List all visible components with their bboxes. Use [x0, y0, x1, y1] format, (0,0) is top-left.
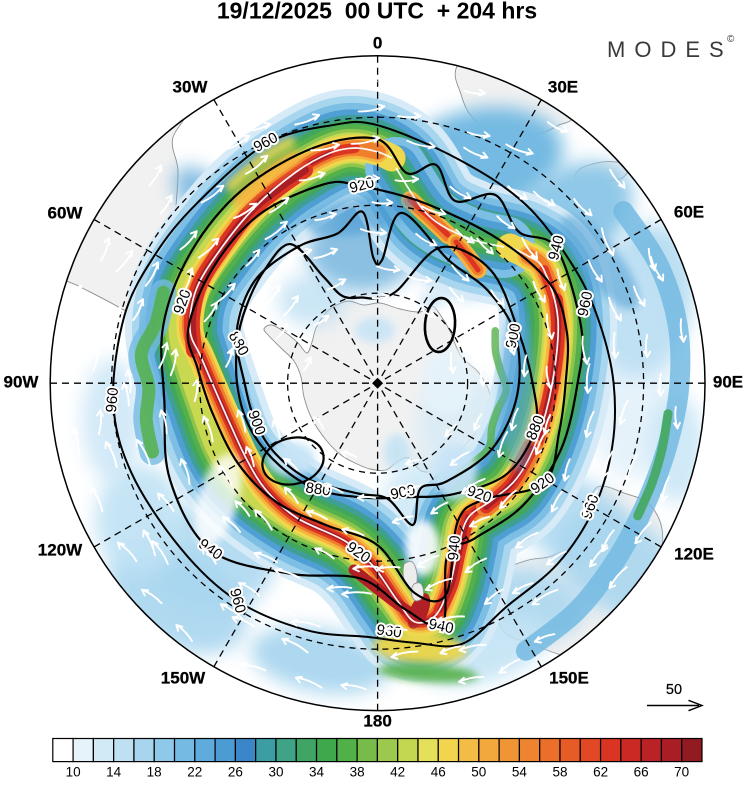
svg-text:58: 58: [552, 765, 567, 780]
svg-text:960: 960: [103, 387, 122, 413]
svg-text:120W: 120W: [38, 540, 83, 559]
svg-text:60E: 60E: [674, 202, 704, 221]
svg-text:30W: 30W: [173, 77, 209, 96]
svg-text:30: 30: [268, 765, 283, 780]
svg-text:46: 46: [431, 765, 446, 780]
svg-text:10: 10: [66, 765, 81, 780]
svg-text:54: 54: [512, 765, 528, 780]
svg-text:50: 50: [471, 765, 486, 780]
svg-text:©: ©: [727, 34, 735, 45]
svg-text:22: 22: [187, 765, 202, 780]
svg-text:60W: 60W: [48, 203, 84, 222]
svg-text:34: 34: [309, 765, 325, 780]
svg-text:180: 180: [363, 711, 391, 730]
svg-text:38: 38: [350, 765, 365, 780]
svg-text:MODES: MODES: [607, 37, 733, 62]
svg-text:14: 14: [106, 765, 122, 780]
svg-text:90W: 90W: [4, 372, 40, 391]
svg-text:66: 66: [634, 765, 649, 780]
svg-text:18: 18: [147, 765, 162, 780]
svg-text:150W: 150W: [161, 668, 206, 687]
svg-text:0: 0: [373, 33, 382, 52]
svg-text:19/12/2025 00 UTC + 204 hrs: 19/12/2025 00 UTC + 204 hrs: [217, 0, 537, 24]
svg-text:50: 50: [666, 682, 682, 698]
svg-text:30E: 30E: [548, 77, 578, 96]
svg-text:42: 42: [390, 765, 405, 780]
svg-text:62: 62: [593, 765, 608, 780]
svg-text:90E: 90E: [713, 372, 743, 391]
svg-text:150E: 150E: [549, 668, 589, 687]
svg-text:26: 26: [228, 765, 243, 780]
svg-text:70: 70: [674, 765, 689, 780]
svg-text:120E: 120E: [674, 544, 714, 563]
svg-text:940: 940: [445, 535, 464, 561]
